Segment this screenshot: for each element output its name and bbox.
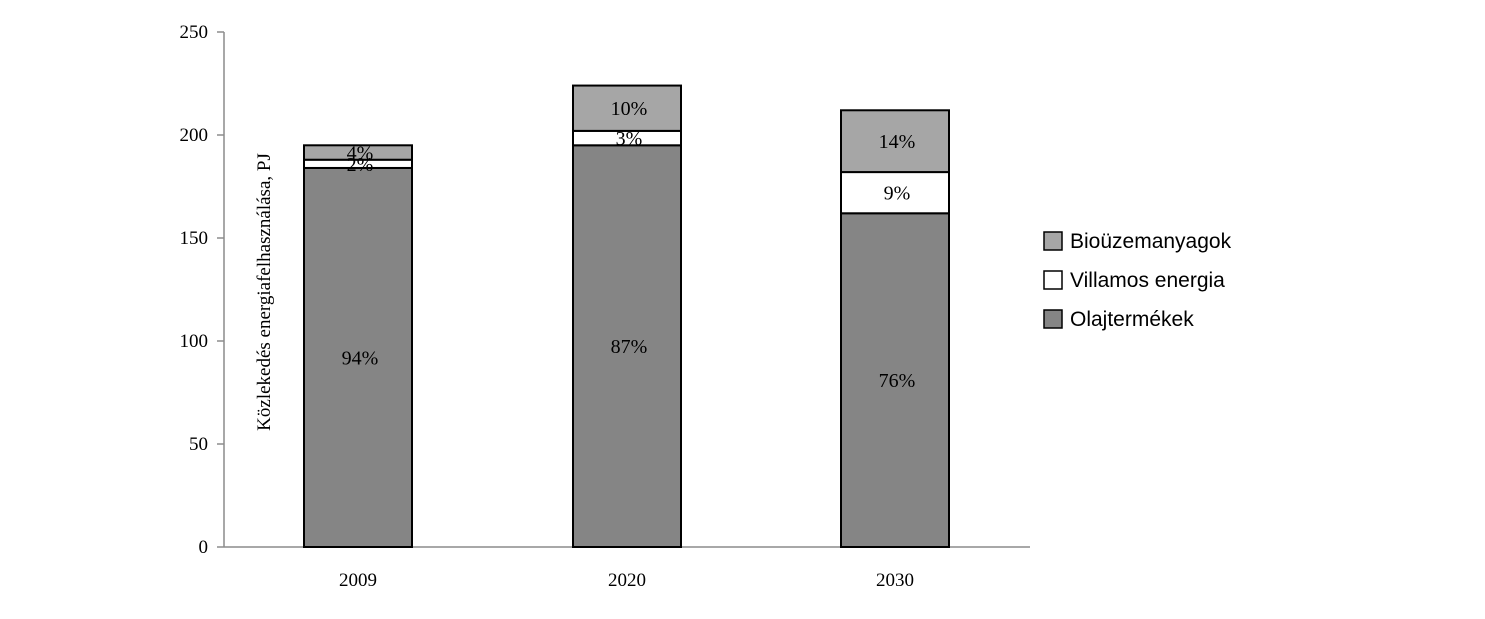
legend-swatch bbox=[1043, 231, 1063, 251]
y-tick-label: 200 bbox=[180, 125, 209, 146]
bar-segment bbox=[303, 144, 413, 161]
bar-value-label: 4% bbox=[347, 143, 374, 165]
bar-value-label: 94% bbox=[342, 347, 379, 369]
bar-value-label: 87% bbox=[611, 336, 648, 358]
bar-value-label: 76% bbox=[879, 370, 916, 392]
bar-segment bbox=[840, 109, 950, 174]
legend-label: Olajtermékek bbox=[1070, 308, 1194, 331]
y-tick-label: 250 bbox=[180, 22, 209, 43]
y-tick-label: 50 bbox=[189, 434, 208, 455]
legend-label: Villamos energia bbox=[1070, 269, 1225, 292]
bar-segment bbox=[840, 212, 950, 548]
bar-segment bbox=[303, 166, 413, 549]
bar-value-label: 10% bbox=[611, 98, 648, 120]
x-tick-label: 2030 bbox=[876, 570, 914, 591]
bar-value-label: 2% bbox=[347, 154, 374, 176]
bar-value-label: 9% bbox=[884, 183, 911, 205]
legend-swatch bbox=[1043, 309, 1063, 329]
legend: Bioüzemanyagok Villamos energia Olajtermék… bbox=[1043, 230, 1232, 331]
bars bbox=[303, 84, 950, 549]
x-axis: 2009 2020 2030 bbox=[224, 546, 1030, 591]
bar-value-label: 14% bbox=[879, 131, 916, 153]
y-axis-title: Közlekedés energiafelhasználása, PJ bbox=[254, 153, 275, 431]
y-tick-label: 0 bbox=[199, 537, 209, 558]
legend-label: Bioüzemanyagok bbox=[1070, 230, 1232, 253]
legend-swatch bbox=[1043, 270, 1063, 290]
y-axis: 0 50 100 150 200 250 bbox=[180, 22, 225, 558]
bar-labels: 94% 2%4% 87% 3% 10% 76% 9% 14% bbox=[342, 98, 916, 392]
y-tick-label: 150 bbox=[180, 228, 209, 249]
bar-segment bbox=[572, 144, 682, 549]
bar-segment bbox=[572, 84, 682, 132]
y-tick-label: 100 bbox=[180, 331, 209, 352]
bar-value-label: 3% bbox=[616, 128, 643, 150]
x-tick-label: 2020 bbox=[608, 570, 646, 591]
bar-segment bbox=[840, 171, 950, 215]
x-tick-label: 2009 bbox=[339, 570, 377, 591]
